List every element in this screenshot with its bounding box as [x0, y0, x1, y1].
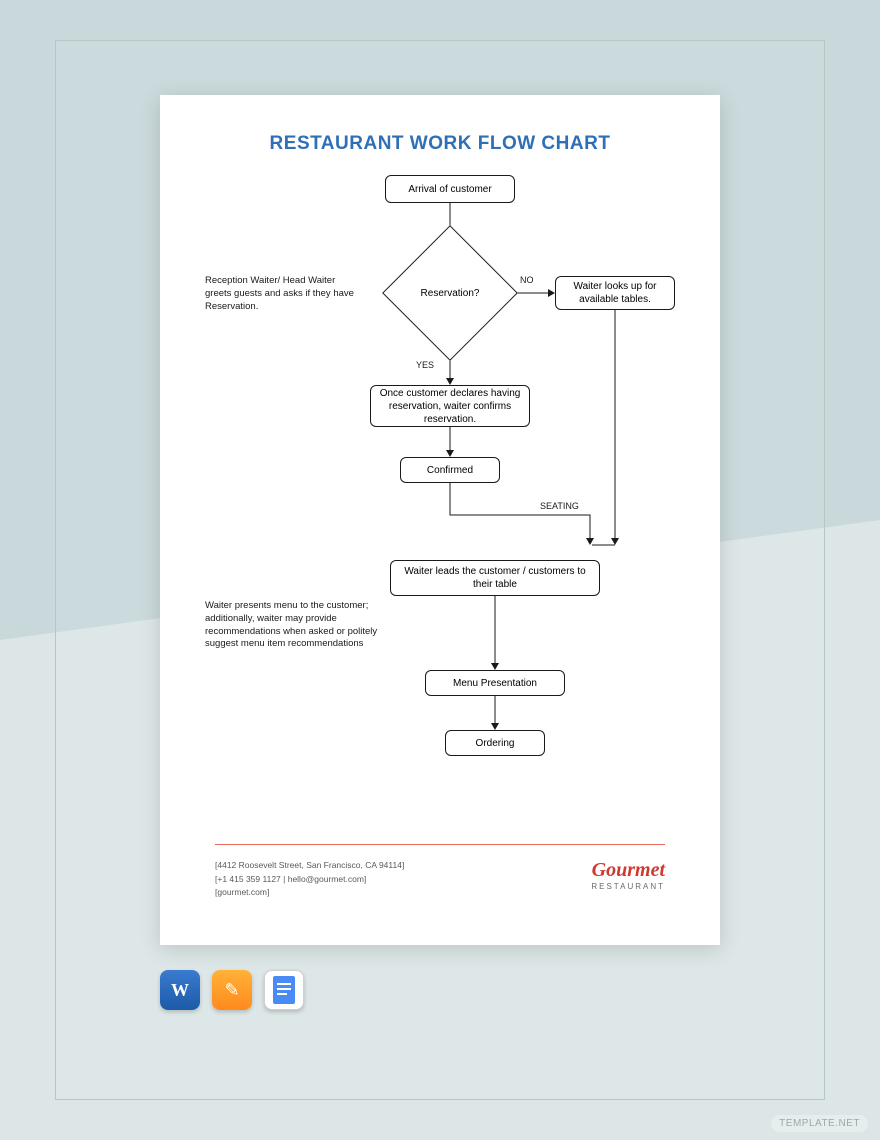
edge-label-seating: SEATING: [540, 501, 579, 511]
docs-icon[interactable]: [264, 970, 304, 1010]
watermark: TEMPLATE.NET: [771, 1115, 868, 1132]
node-ordering: Ordering: [445, 730, 545, 756]
node-declare: Once customer declares having reservatio…: [370, 385, 530, 427]
node-reservation-label: Reservation?: [402, 245, 498, 341]
arrow-icon: [611, 538, 619, 545]
contact-address: [4412 Roosevelt Street, San Francisco, C…: [215, 859, 404, 873]
brand-block: Gourmet RESTAURANT: [591, 859, 665, 891]
edge-label-no: NO: [520, 275, 534, 285]
footer: [4412 Roosevelt Street, San Francisco, C…: [215, 844, 665, 900]
edge-label-yes: YES: [416, 360, 434, 370]
arrow-icon: [446, 450, 454, 457]
page-title: RESTAURANT WORK FLOW CHART: [160, 133, 720, 155]
arrow-icon: [446, 378, 454, 385]
flowchart: Arrival of customer Reservation? Waiter …: [160, 175, 720, 815]
pages-icon[interactable]: ✎: [212, 970, 252, 1010]
arrow-icon: [491, 663, 499, 670]
node-confirmed: Confirmed: [400, 457, 500, 483]
node-menu: Menu Presentation: [425, 670, 565, 696]
note-menu: Waiter presents menu to the customer; ad…: [205, 600, 390, 651]
node-arrival: Arrival of customer: [385, 175, 515, 203]
contact-phone-email: [+1 415 359 1127 | hello@gourmet.com]: [215, 873, 404, 887]
node-lookup: Waiter looks up for available tables.: [555, 276, 675, 310]
contact-block: [4412 Roosevelt Street, San Francisco, C…: [215, 859, 404, 900]
note-reception: Reception Waiter/ Head Waiter greets gue…: [205, 275, 355, 313]
arrow-icon: [586, 538, 594, 545]
brand-sub: RESTAURANT: [591, 882, 665, 891]
contact-site: [gourmet.com]: [215, 886, 404, 900]
app-icons: W ✎: [160, 970, 304, 1010]
document-page: RESTAURANT WORK FLOW CHART Arrival of cu: [160, 95, 720, 945]
brand-name: Gourmet: [591, 859, 665, 882]
node-lead: Waiter leads the customer / customers to…: [390, 560, 600, 596]
arrow-icon: [548, 289, 555, 297]
word-icon[interactable]: W: [160, 970, 200, 1010]
arrow-icon: [491, 723, 499, 730]
